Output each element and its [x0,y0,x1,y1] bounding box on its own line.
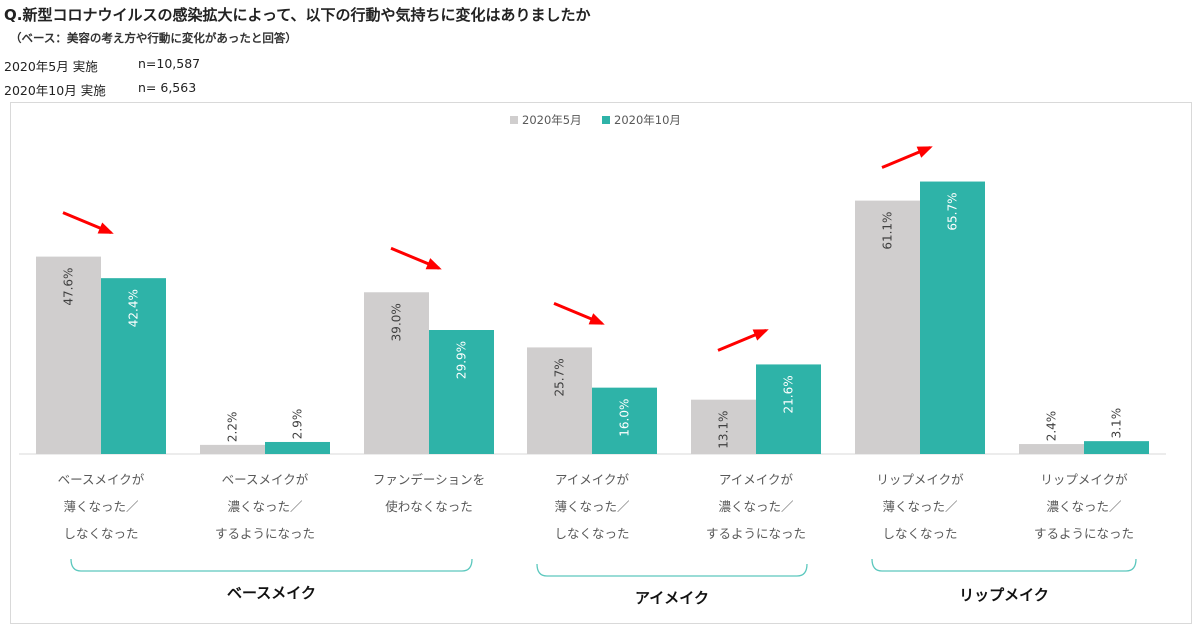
category-label: しなくなった [554,526,629,541]
data-label: 3.1% [1110,408,1124,439]
category-label: アイメイクが [719,472,794,487]
category-label: アイメイクが [555,472,630,487]
survey-info-oct: 2020年10月 実施 n= 6,563 [4,80,196,99]
bar [200,444,265,454]
category-label: するようになった [1034,526,1134,541]
group-label: リップメイク [959,586,1049,604]
chart-area: 2020年5月 2020年10月 47.6% 42.4% ベースメイクが 薄くなった／ しな… [10,102,1192,624]
trend-arrow-head [588,313,605,325]
category-label: ファンデーションを [373,472,485,487]
bar-chart: 2020年5月 2020年10月47.6%42.4%ベースメイクが薄くなった／しな… [19,113,1166,607]
survey-label: 2020年10月 実施 [4,83,106,98]
legend-label: 2020年10月 [614,113,681,127]
bar [364,292,429,454]
category-label: しなくなった [63,526,138,541]
category-label: 濃くなった／ [1046,499,1122,514]
category-label: ベースメイクが [58,472,145,487]
category-label: 薄くなった／ [554,499,630,514]
data-label: 42.4% [127,289,141,327]
question-title: Q.新型コロナウイルスの感染拡大によって、以下の行動や気持ちに変化はありましたか [4,6,591,24]
group-label: ベースメイク [227,584,316,602]
category-label: 濃くなった／ [718,499,794,514]
category-label: するようになった [706,526,806,541]
bar [592,387,657,454]
bar [1084,441,1149,454]
data-label: 65.7% [946,192,960,230]
data-label: 2.9% [291,409,305,440]
data-label: 39.0% [390,303,404,341]
trend-arrow-head [916,146,933,158]
survey-label: 2020年5月 実施 [4,59,98,74]
category-label: 薄くなった／ [63,499,139,514]
bar [265,441,330,454]
data-label: 13.1% [717,411,731,449]
category-label: 薄くなった／ [882,499,958,514]
bar [1019,444,1084,454]
data-label: 61.1% [881,212,895,250]
data-label: 2.2% [226,412,240,443]
bar [101,278,166,454]
group-bracket [70,558,473,572]
data-label: 47.6% [62,268,76,306]
legend-label: 2020年5月 [522,113,582,127]
data-label: 2.4% [1045,411,1059,442]
legend-swatch [510,116,518,124]
category-label: リップメイクが [876,472,964,487]
trend-arrow-head [425,258,442,270]
category-label: するようになった [215,526,315,541]
bar [691,399,756,454]
data-label: 29.9% [455,341,469,379]
category-label: リップメイクが [1040,472,1128,487]
category-label: ベースメイクが [222,472,309,487]
data-label: 16.0% [618,399,632,437]
bar [429,330,494,454]
group-bracket [871,558,1137,572]
legend-swatch [602,116,610,124]
base-note: （ベース：美容の考え方や行動に変化があったと回答） [10,31,297,45]
data-label: 25.7% [553,358,567,396]
trend-arrow-head [97,222,114,234]
bar [855,200,920,454]
sample-size: n= 6,563 [138,80,197,95]
trend-arrow-head [752,329,769,341]
category-label: 使わなくなった [385,499,473,514]
group-bracket [536,563,808,577]
data-label: 21.6% [782,375,796,413]
group-label: アイメイク [635,589,709,607]
survey-info-may: 2020年5月 実施 n=10,587 [4,56,200,75]
bar [527,347,592,454]
sample-size: n=10,587 [138,56,201,71]
category-label: 濃くなった／ [227,499,303,514]
bar [920,181,985,454]
category-label: しなくなった [882,526,957,541]
bar [36,256,101,454]
bar [756,364,821,454]
